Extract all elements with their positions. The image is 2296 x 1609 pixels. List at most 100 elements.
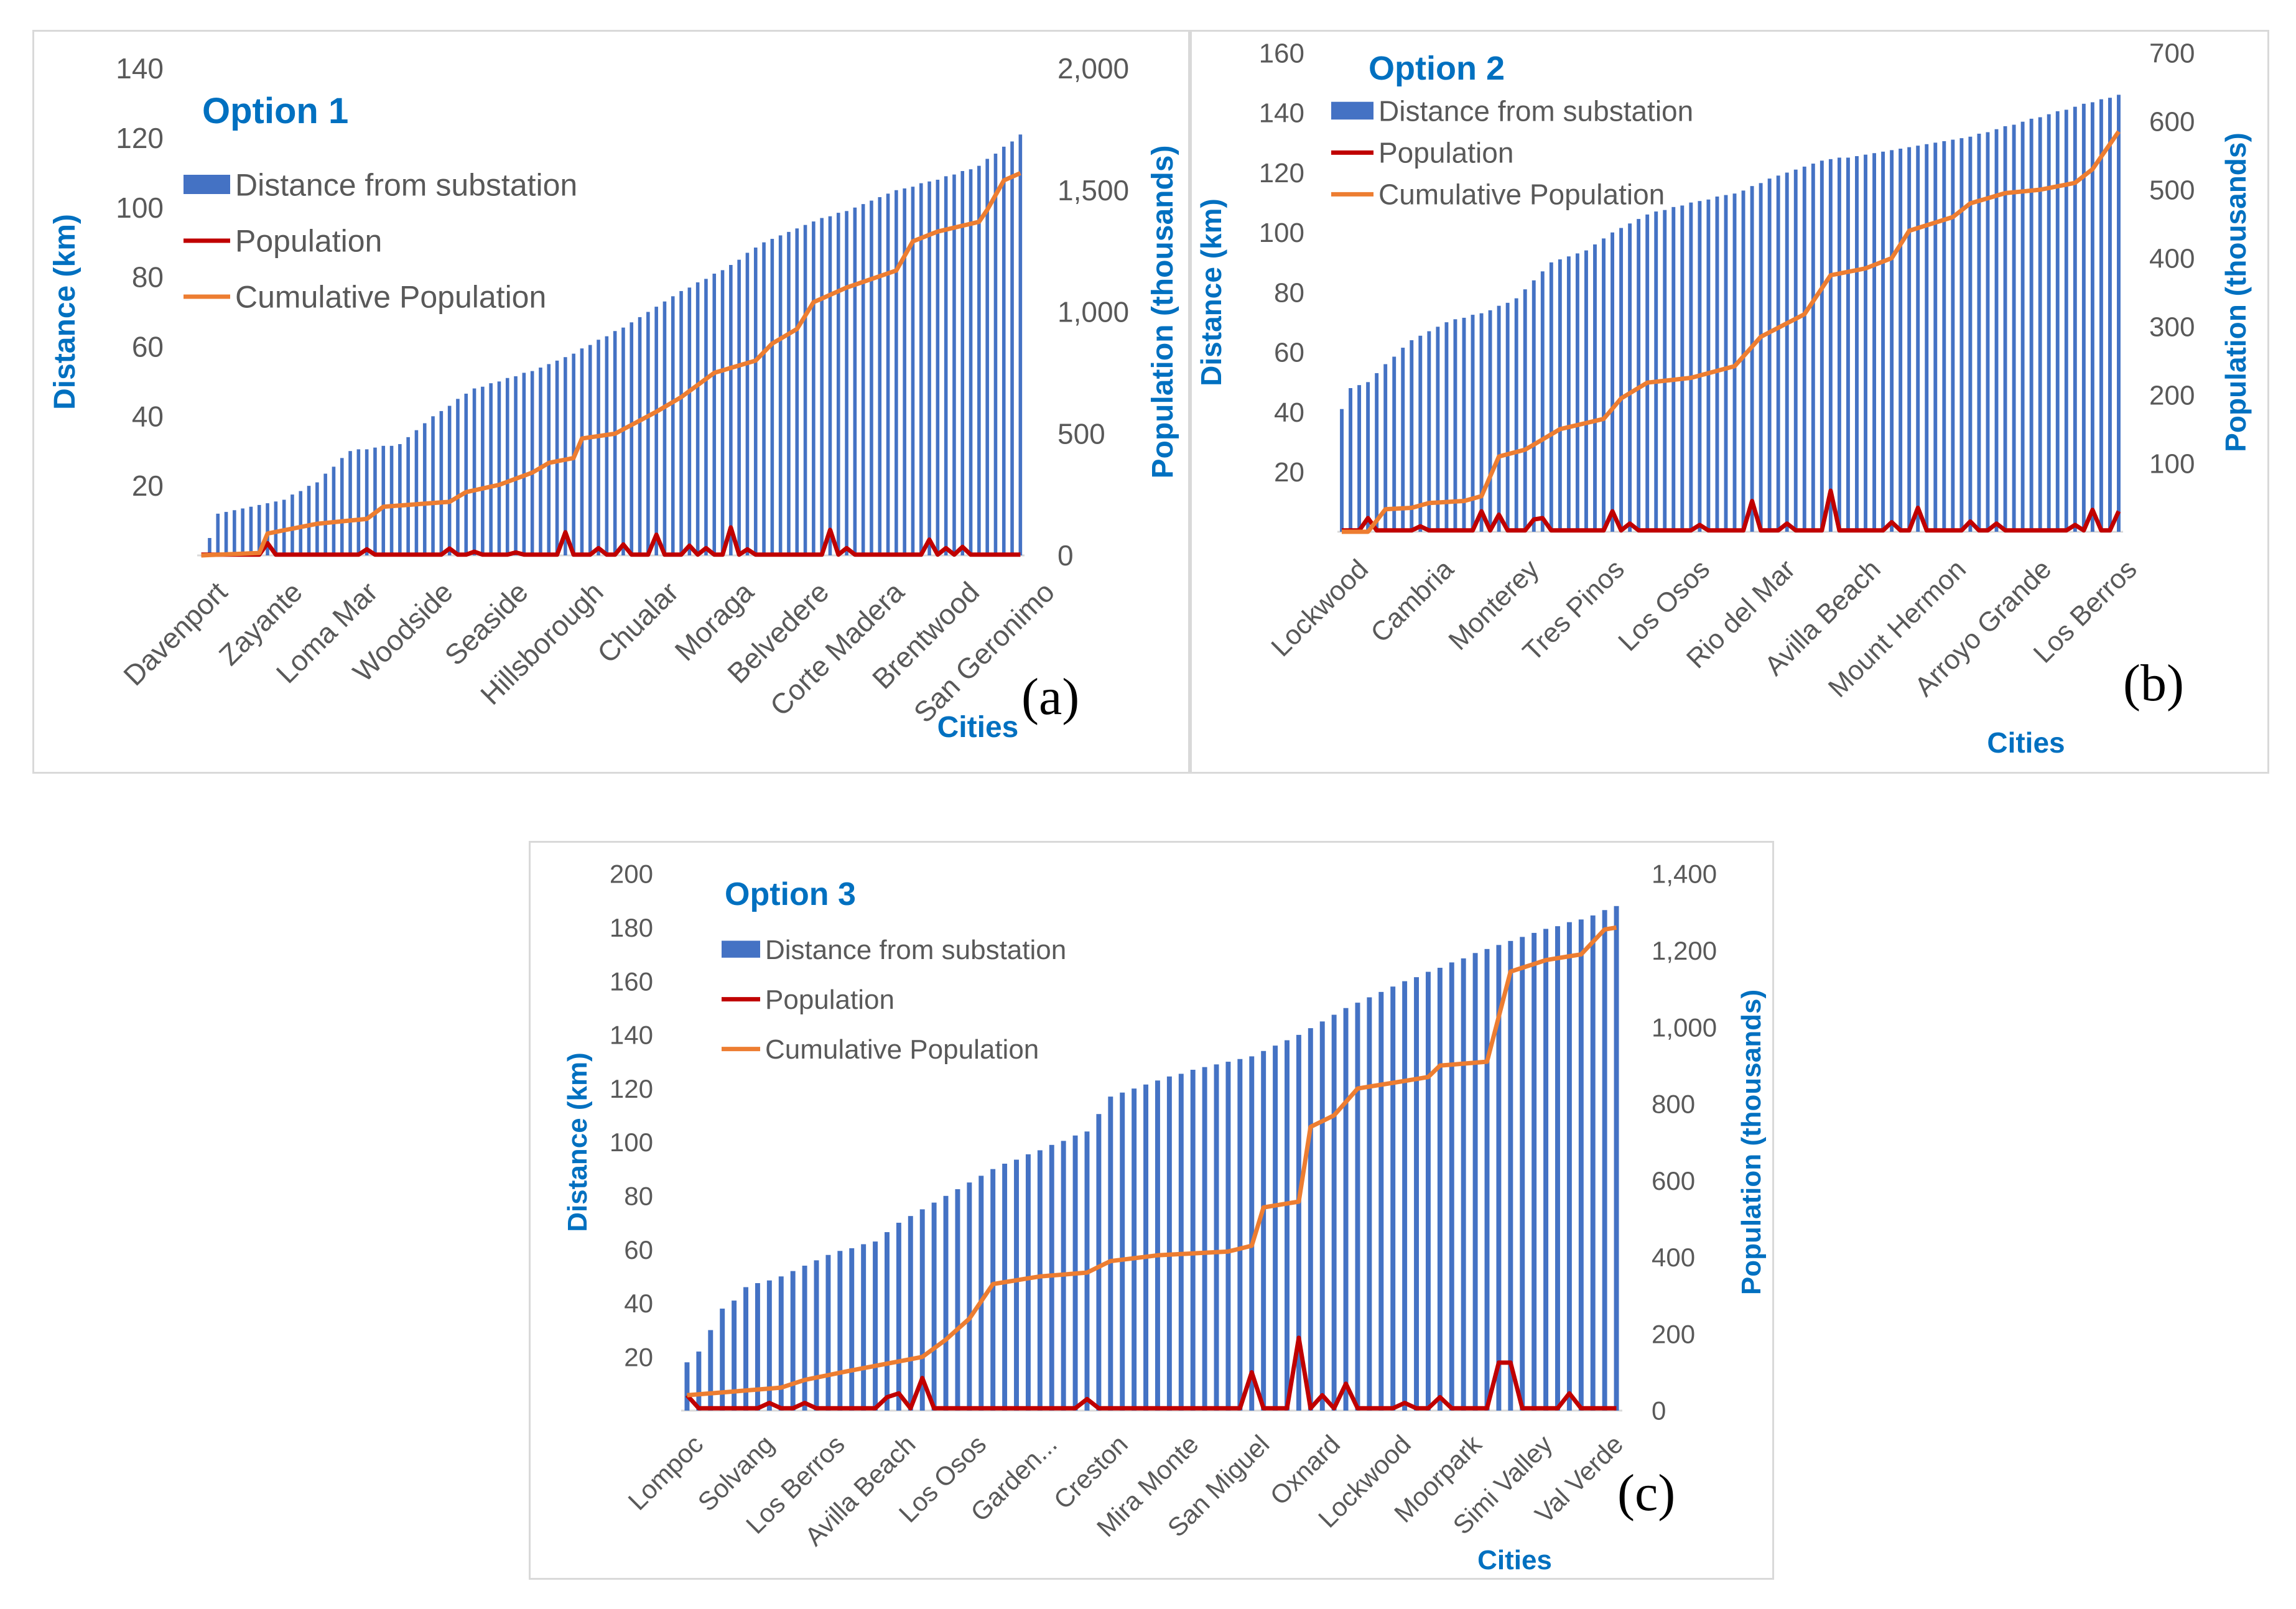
distance-bar [1453,319,1457,532]
distance-bar [1916,146,1920,532]
distance-bar [1890,150,1894,532]
legend-item-cumulative-label: Cumulative Population [235,280,546,315]
distance-bar [1654,211,1658,532]
y-tick-label: 20 [1274,457,1304,488]
y-tick-label: 80 [624,1182,653,1211]
distance-bar [1355,1003,1360,1411]
y-tick-label: 180 [610,913,653,942]
y2-tick-label: 1,000 [1057,296,1129,328]
distance-bar [1793,169,1798,532]
y2-tick-label: 600 [2149,106,2195,137]
distance-bar [1802,166,1806,532]
y2-tick-label: 0 [1057,539,1074,572]
distance-bar [654,307,658,555]
distance-bar [332,466,336,555]
distance-bar [1375,373,1379,532]
distance-bar [1178,1073,1184,1411]
distance-bar [895,190,898,555]
distance-bar [1837,157,1841,532]
y2-tick-label: 1,400 [1652,860,1717,889]
distance-bar [1414,977,1420,1411]
distance-bar [1410,340,1414,532]
distance-bar [439,410,444,555]
distance-bar [684,1362,690,1411]
distance-bar [679,290,683,555]
distance-bar [853,207,857,555]
distance-bar [241,508,244,555]
y-axis-title: Distance (km) [49,214,81,410]
distance-bar [216,513,220,555]
population-line [685,1335,1617,1411]
y-tick-label: 140 [610,1021,653,1050]
distance-bar [1436,327,1440,532]
distance-bar [2047,114,2051,532]
distance-bar [522,373,526,555]
distance-bar [1155,1080,1160,1411]
distance-bar [936,179,940,555]
distance-bar [1261,1050,1267,1411]
distance-bar [299,491,303,555]
distance-bar [814,1260,819,1411]
distance-bar [1933,142,1938,532]
chart-title: Option 2 [1369,50,1505,87]
distance-bar [1959,138,1964,532]
y-tick-label: 60 [1274,338,1304,368]
distance-bar [630,322,634,555]
distance-bar [621,327,625,555]
distance-bar [472,388,476,555]
distance-bar [1759,183,1763,532]
distance-bar [1584,250,1588,532]
distance-bar [896,1222,901,1411]
distance-bar [2064,109,2068,532]
distance-bar [1628,223,1632,532]
distance-bar [837,1251,843,1411]
distance-bar [406,437,410,555]
distance-bar [1132,1088,1137,1411]
y-tick-label: 40 [132,400,164,432]
distance-bar [414,430,419,555]
distance-bar [836,213,840,555]
distance-bar [1366,382,1370,532]
distance-bar [1899,149,1903,532]
distance-bar [1951,139,1955,532]
y2-axis-title: Population (thousands) [2219,132,2252,452]
y-tick-label: 40 [1274,397,1304,428]
distance-bar [447,406,452,555]
distance-bar [1461,958,1466,1411]
y2-tick-label: 700 [2149,38,2195,68]
distance-bar [990,1169,996,1411]
distance-bar [2012,124,2016,532]
y2-tick-label: 0 [1652,1396,1666,1426]
distance-bar [1049,1144,1054,1411]
chart-title: Option 3 [725,876,856,912]
distance-bar [2038,117,2042,532]
y2-tick-label: 400 [1652,1243,1695,1272]
y-tick-label: 120 [1259,158,1304,188]
distance-bar [422,423,427,555]
distance-bar [1732,193,1737,532]
distance-bar [588,345,592,555]
population-line [1342,488,2121,533]
distance-bar [695,282,700,555]
distance-bar [919,1209,925,1411]
distance-bar [2020,121,2025,532]
distance-bar [1378,991,1384,1411]
distance-bar [944,176,948,556]
distance-bar [389,445,394,555]
distance-bar [708,1330,713,1411]
distance-bar [1002,146,1006,555]
distance-bar [1343,1008,1349,1411]
distance-bar [530,371,534,555]
distance-bar [365,449,369,555]
distance-bar [1724,195,1728,532]
distance-bar [828,216,832,556]
distance-bar [456,399,460,555]
distance-bar [1471,315,1475,532]
distance-bar [208,538,211,555]
distance-bar [870,200,873,555]
distance-bar [274,501,278,555]
distance-bar [1593,244,1597,532]
distance-bar [1637,219,1641,532]
